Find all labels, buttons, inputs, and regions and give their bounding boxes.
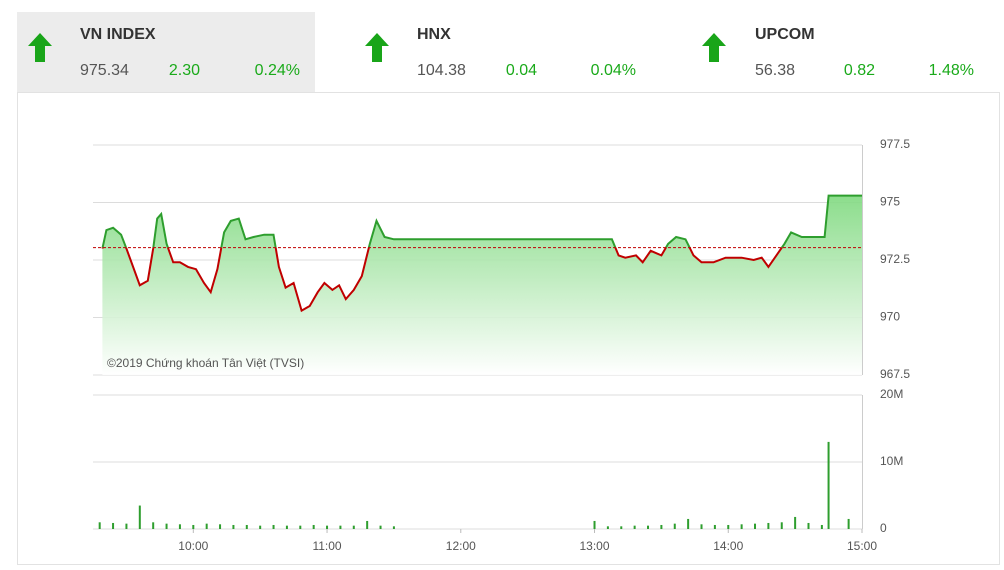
up-arrow	[702, 33, 726, 62]
volume-bar	[245, 524, 248, 529]
volume-bar	[352, 525, 355, 529]
volume-bar	[827, 441, 830, 529]
index-name[interactable]: HNX	[417, 26, 451, 43]
volume-bar	[165, 523, 168, 529]
y-tick-label: 975	[880, 195, 900, 209]
volume-bar	[285, 525, 288, 529]
index-name[interactable]: VN INDEX	[80, 26, 156, 43]
volume-bar	[312, 524, 315, 529]
index-change: 2.30	[169, 62, 200, 79]
y-tick-label: 967.5	[880, 367, 910, 381]
price-area	[102, 195, 862, 375]
y-tick-label: 0	[880, 521, 887, 535]
price-line-down	[101, 247, 784, 313]
volume-bar	[232, 524, 235, 529]
volume-bar	[299, 525, 302, 529]
active-tile[interactable]	[17, 12, 315, 92]
x-tick-label: 12:00	[446, 539, 476, 553]
y-tick-label: 977.5	[880, 137, 910, 151]
x-tick-label: 14:00	[713, 539, 743, 553]
volume-bar	[794, 516, 797, 529]
volume-bar	[727, 524, 730, 529]
volume-bar	[366, 520, 369, 529]
volume-bar	[820, 524, 823, 529]
volume-bar	[780, 522, 783, 529]
index-change: 0.82	[844, 62, 875, 79]
y-tick-label: 10M	[880, 454, 903, 468]
volume-bar	[673, 523, 676, 529]
index-pct: 0.04%	[591, 62, 636, 79]
volume-bar	[379, 525, 382, 529]
watermark: ©2019 Chứng khoán Tân Việt (TVSI)	[107, 356, 304, 370]
volume-bar	[807, 522, 810, 529]
volume-bar	[178, 524, 181, 529]
volume-bar	[125, 523, 128, 529]
x-tick-label: 10:00	[178, 539, 208, 553]
index-pct: 0.24%	[255, 62, 300, 79]
volume-bar	[687, 518, 690, 529]
up-arrow	[28, 33, 52, 62]
up-arrow	[365, 33, 389, 62]
volume-bar	[620, 526, 623, 529]
volume-bar	[219, 524, 222, 529]
index-change: 0.04	[506, 62, 537, 79]
index-value: 56.38	[755, 62, 795, 79]
y-tick-label: 20M	[880, 387, 903, 401]
arrows	[28, 33, 726, 62]
index-value: 104.38	[417, 62, 466, 79]
x-tick-label: 13:00	[580, 539, 610, 553]
volume-bar	[593, 520, 596, 529]
volume-bar	[138, 505, 141, 529]
index-name[interactable]: UPCOM	[755, 26, 815, 43]
volume-bar	[272, 524, 275, 529]
volume-bar	[192, 524, 195, 529]
volume-bar	[740, 524, 743, 529]
volume-bar	[660, 524, 663, 529]
volume-bar	[606, 526, 609, 529]
volume-bar	[326, 525, 329, 529]
volume-bar	[152, 522, 155, 529]
x-tick-label: 15:00	[847, 539, 877, 553]
x-tick-label: 11:00	[312, 539, 341, 553]
volume-bar	[339, 525, 342, 529]
volume-bar	[112, 522, 115, 529]
volume-bar	[713, 524, 716, 529]
volume-bar	[754, 523, 757, 529]
volume-bar	[700, 524, 703, 529]
y-tick-label: 970	[880, 310, 900, 324]
volume-bar	[392, 526, 395, 529]
y-tick-label: 972.5	[880, 252, 910, 266]
volume-bar	[98, 522, 101, 529]
index-value: 975.34	[80, 62, 129, 79]
volume-bar	[647, 525, 650, 529]
volume-bar	[767, 522, 770, 529]
volume-bar	[259, 525, 262, 529]
volume-bar	[205, 523, 208, 529]
index-pct: 1.48%	[929, 62, 974, 79]
volume-bar	[847, 518, 850, 529]
volume-bar	[633, 525, 636, 529]
